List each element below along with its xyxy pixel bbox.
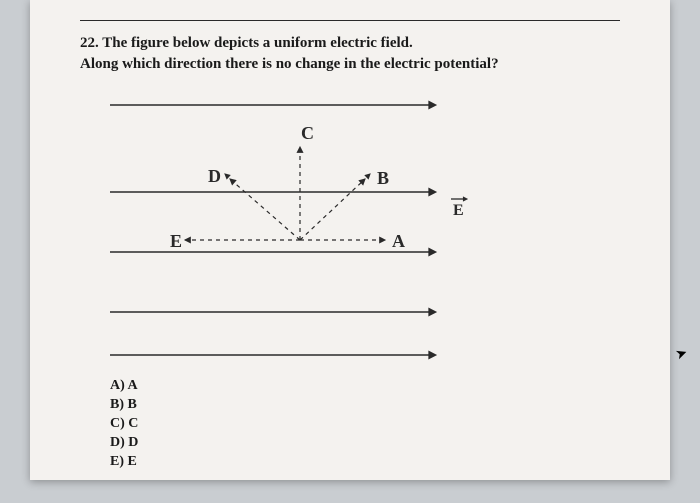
answer-b: B) B	[110, 396, 620, 415]
svg-text:A: A	[392, 231, 405, 251]
diagram-container: C D B E A E	[100, 87, 480, 367]
question-heading: 22. The figure below depicts a uniform e…	[80, 33, 620, 75]
question-line1: The figure below depicts a uniform elect…	[102, 35, 413, 51]
answer-choices: A) A B) B C) C D) D E) E	[110, 377, 620, 471]
answer-d: D) D	[110, 434, 620, 453]
answer-e: E) E	[110, 453, 620, 472]
page: 22. The figure below depicts a uniform e…	[30, 0, 670, 480]
answer-c: C) C	[110, 415, 620, 434]
svg-text:D: D	[208, 166, 221, 186]
top-rule	[80, 20, 620, 21]
svg-text:C: C	[301, 123, 314, 143]
question-line2: Along which direction there is no change…	[80, 56, 499, 72]
diagram-svg: C D B E A E	[100, 87, 480, 367]
answer-a: A) A	[110, 377, 620, 396]
svg-text:E: E	[453, 202, 464, 219]
svg-text:E: E	[170, 231, 182, 251]
cursor-icon: ➤	[674, 345, 691, 365]
svg-text:B: B	[377, 168, 389, 188]
question-number: 22.	[80, 35, 99, 51]
